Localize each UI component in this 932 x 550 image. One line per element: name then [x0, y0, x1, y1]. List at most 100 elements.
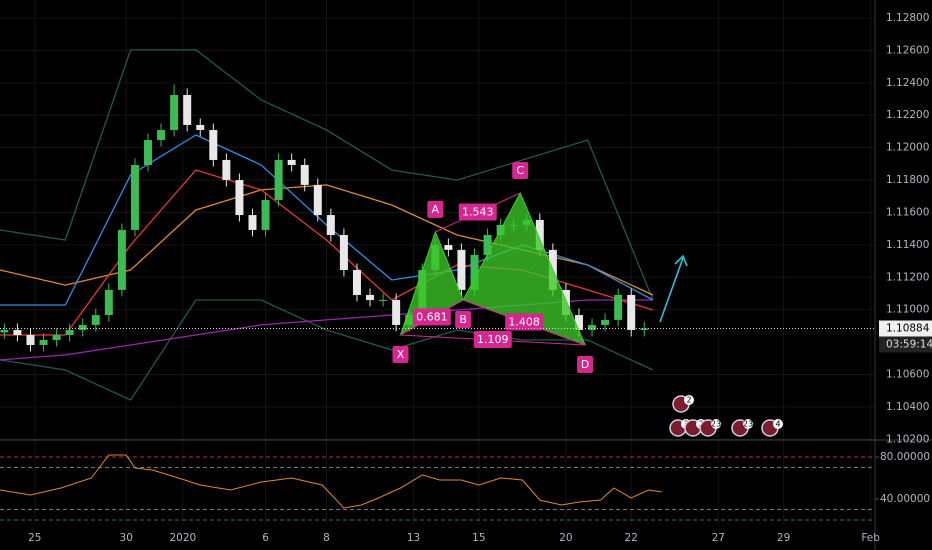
ratio-label: 1.408 [508, 316, 540, 329]
x-tick-label: Feb [861, 532, 880, 544]
projection-arrow [659, 254, 688, 323]
event-count: 4 [775, 420, 780, 429]
x-tick-label: 6 [262, 532, 269, 544]
plot: 0.681 1.543 1.408 1.109 X A B C D [0, 49, 875, 509]
x-tick-label: 8 [323, 532, 330, 544]
candle-body [157, 129, 166, 141]
candle-body [627, 294, 636, 330]
candle-body [601, 319, 610, 325]
indicator-line [0, 49, 654, 301]
y-tick-label: 1.12600 [886, 44, 929, 56]
y-tick-label: 1.11800 [886, 174, 929, 186]
event-badge [743, 419, 753, 429]
y-tick-label: 1.12000 [886, 142, 929, 154]
last-price-label: 1.10884 [886, 323, 930, 335]
y-tick-label: 1.10200 [886, 433, 929, 445]
x-tick-label: 2020 [169, 532, 196, 544]
ratio-label: 1.109 [477, 333, 509, 346]
x-tick-label: 27 [712, 532, 725, 544]
candle-body [170, 94, 179, 130]
candle-body [614, 294, 623, 320]
y-tick-label: 1.12800 [886, 12, 929, 24]
point-label: X [397, 348, 405, 361]
candle-body [274, 159, 283, 200]
candle-body [457, 249, 466, 290]
candle-body [640, 328, 649, 330]
candle-body [39, 340, 48, 346]
last-price-box [879, 320, 932, 337]
point-box [577, 356, 594, 374]
candle-body [65, 329, 74, 335]
candle-body [444, 245, 453, 250]
point-box [427, 200, 444, 218]
candle-body [470, 254, 479, 290]
y-tick-label: 1.11000 [886, 304, 929, 316]
candle-body [300, 164, 309, 185]
candle-body [588, 324, 597, 330]
candle-body [130, 164, 139, 230]
candle-body [326, 215, 335, 235]
x-tick-label: 29 [777, 532, 790, 544]
y-tick-label: 1.11400 [886, 239, 929, 251]
candle-body [574, 315, 583, 330]
candle-body [196, 124, 205, 130]
candle-body [0, 329, 9, 333]
ratio-box [412, 308, 451, 326]
event-count: 23 [711, 420, 721, 429]
x-tick-label: 22 [625, 532, 638, 544]
candle-body [13, 329, 22, 335]
x-tick-label: 30 [120, 532, 133, 544]
ratio-label: 0.681 [416, 310, 448, 323]
candle-body [483, 234, 492, 255]
candle-body [535, 219, 544, 250]
candle-body [235, 180, 244, 216]
y-tick-label: 1.12400 [886, 77, 929, 89]
candle-body [248, 215, 257, 230]
x-tick-label: 20 [559, 532, 572, 544]
countdown-box [879, 336, 932, 353]
candle-body [261, 199, 270, 230]
y-tick-label: 1.12200 [886, 109, 929, 121]
y-tick-label: 1.10600 [886, 369, 929, 381]
candle-body [104, 289, 113, 316]
candle-body [144, 140, 153, 165]
candle-body [392, 299, 401, 325]
candle-body [183, 94, 192, 125]
indicator-line [0, 299, 654, 401]
candle-body [117, 229, 126, 290]
oscillator-line [0, 454, 662, 509]
ratio-box [473, 331, 512, 349]
y-tick-label: 80.00000 [880, 451, 930, 463]
x-tick-label: 15 [472, 532, 485, 544]
y-tick-label: 1.10400 [886, 401, 929, 413]
point-box [392, 345, 409, 363]
point-label: C [516, 164, 524, 177]
candle-body [222, 159, 231, 181]
event-badge [684, 395, 694, 405]
ratio-box [458, 203, 497, 221]
y-tick-label: 40.00000 [880, 493, 930, 505]
point-label: D [581, 358, 589, 371]
candle-body [91, 315, 100, 325]
candle-body [78, 324, 87, 330]
ratio-label: 1.543 [462, 205, 494, 218]
candle-body [26, 334, 35, 346]
x-tick-label: 25 [28, 532, 41, 544]
candle-body [209, 129, 218, 160]
event-badge [711, 419, 721, 429]
x-tick-label: 13 [407, 532, 420, 544]
countdown: 03:59:14 [886, 339, 932, 351]
candle-body [313, 184, 322, 216]
candle-body [379, 299, 388, 301]
point-label: B [459, 313, 467, 326]
event-count: 2 [686, 396, 691, 405]
event-badge [773, 419, 783, 429]
point-label: A [432, 203, 440, 216]
candle-body [366, 294, 375, 300]
ratio-box [505, 313, 544, 331]
event-count: 23 [743, 420, 753, 429]
y-tick-label: 1.11600 [886, 206, 929, 218]
